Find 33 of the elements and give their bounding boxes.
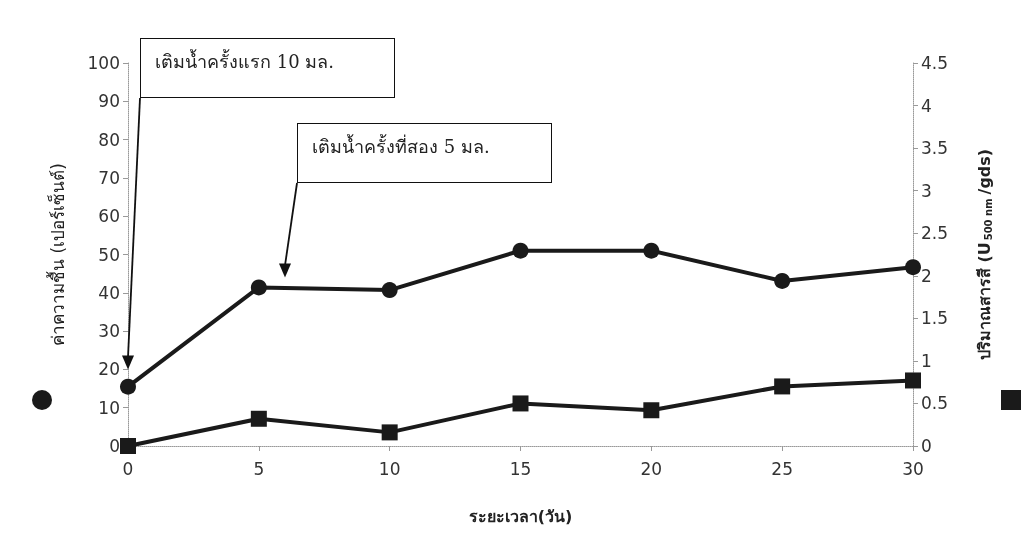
y2-axis-title: ปริมาณสารสี (U500 nm/gds): [974, 148, 994, 361]
x-tick-label: 10: [378, 458, 401, 479]
y-tick-label: 10: [98, 397, 120, 418]
y2-tick-label: 1.5: [921, 308, 949, 329]
y-tick-label: 100: [87, 53, 120, 73]
x-axis-title: ระยะเวลา(วัน): [468, 506, 573, 526]
y-tick-label: 40: [98, 282, 120, 303]
y-tick-label: 30: [98, 321, 120, 342]
y2-tick-label: 3.5: [921, 138, 949, 159]
y2-tick-label: 0.5: [921, 393, 949, 414]
x-tick-label: 5: [253, 458, 265, 479]
y-tick-label: 70: [98, 167, 120, 188]
x-tick-label: 15: [509, 458, 532, 479]
y-tick-label: 90: [98, 91, 120, 112]
x-tick-label: 25: [771, 458, 793, 479]
y-tick-label: 50: [98, 244, 120, 265]
y2-tick-label: 2.5: [921, 223, 949, 244]
annotation: เติมน้ำครั้งแรก 10 มล.: [140, 38, 395, 98]
y-tick-label: 80: [98, 129, 120, 150]
y-tick-label: 20: [98, 359, 120, 380]
y-axis-title: ค่าความชื้น (เปอร์เซ็นต์): [45, 163, 68, 346]
x-tick-label: 0: [122, 458, 134, 479]
y2-tick-label: 0: [921, 436, 932, 456]
y2-tick-label: 1: [921, 350, 932, 371]
y-tick-label: 60: [98, 206, 120, 227]
y2-tick-label: 3: [921, 180, 932, 201]
y2-tick-label: 4.5: [921, 53, 949, 73]
y-tick-label: 0: [109, 436, 120, 456]
y2-tick-label: 2: [921, 265, 932, 286]
y2-tick-label: 4: [921, 95, 932, 116]
x-tick-label: 20: [640, 458, 663, 479]
annotation: เติมน้ำครั้งที่สอง 5 มล.: [297, 123, 552, 183]
x-tick-label: 30: [902, 458, 924, 479]
